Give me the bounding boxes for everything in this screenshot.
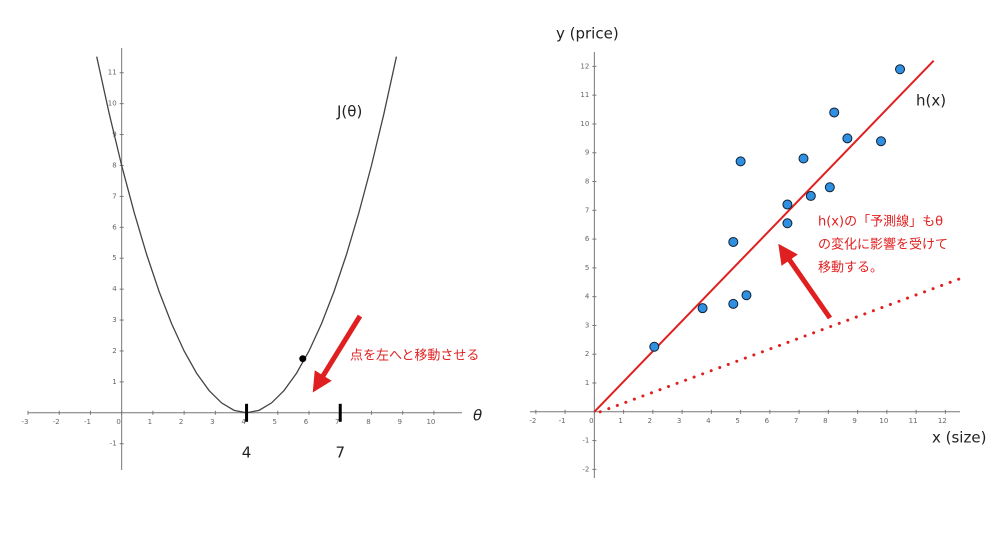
y-tick-label: 8 [585,178,589,186]
y-tick-label: 9 [585,149,589,157]
y-tick-label: 4 [112,285,117,293]
x-tick-label: -3 [22,418,29,426]
x-tick-label: -1 [84,418,91,426]
annotation: 移動する。 [818,261,883,276]
x-tick-label: 7 [794,417,798,425]
x-tick-label: 4 [706,417,711,425]
x-tick-label: 1 [148,418,152,426]
x-tick-label: 6 [765,417,770,425]
x-tick-label: 10 [879,417,888,425]
point [728,236,739,247]
y-tick-label: 5 [112,254,116,262]
x-tick-label: 12 [938,417,947,425]
x-tick-label: 3 [210,418,214,426]
x-tick-label: 9 [852,417,856,425]
point [728,298,739,309]
point [741,290,752,301]
x-tick-label: 8 [823,417,827,425]
arrow [312,314,363,393]
x-tick-label: 8 [366,418,370,426]
y-tick-label: 2 [585,350,589,358]
point [782,199,793,210]
x-tick-label: -2 [53,418,60,426]
x-tick-label: 10 [426,418,435,426]
y-tick-label: 7 [112,192,116,200]
x-axis-label: x (size) [932,429,986,447]
annotation: h(x)の「予測線」もθ [818,214,943,230]
x-tick-label: 1 [618,417,622,425]
y-tick-label: 6 [585,235,590,243]
y-tick-label: 10 [580,120,589,128]
y-tick-label: 10 [108,100,117,108]
y-tick-label: 12 [580,62,589,70]
y-tick-label: -1 [110,440,117,448]
y-tick-label: 5 [585,264,589,272]
point [829,107,840,118]
x-tick-label: 0 [589,417,593,425]
y-tick-label: 7 [585,206,589,214]
y-tick-label: 2 [112,347,116,355]
point [649,341,660,352]
x-tick-label: 9 [397,418,401,426]
annotation: の変化に影響を受けて [818,237,948,253]
x-axis-label: θ [473,407,482,425]
point [697,303,708,314]
x-tick-label: 5 [735,417,739,425]
marker-label: 4 [242,443,252,461]
line-label: h(x) [916,92,946,110]
y-tick-label: -1 [582,437,589,445]
point [895,64,906,75]
y-tick-label: 1 [112,378,116,386]
y-tick-label: 11 [580,91,589,99]
point [876,136,887,147]
line [593,59,935,413]
line [598,275,968,414]
point [299,355,307,363]
x-tick-label: 2 [648,417,652,425]
y-axis-label: y (price) [556,25,619,43]
y-tick-label: 11 [108,69,117,77]
x-tick-label: 6 [304,418,309,426]
point [798,153,809,164]
curve-label: J(θ) [336,103,362,121]
x-tick-label: -2 [529,417,536,425]
y-tick-label: 8 [112,161,116,169]
x-tick-label: 7 [335,418,339,426]
y-tick-label: 4 [585,293,590,301]
marker-label: 7 [335,443,345,461]
y-tick-label: 3 [585,321,589,329]
y-tick-label: 3 [112,316,116,324]
point [824,182,835,193]
x-tick-label: 3 [677,417,681,425]
point [735,156,746,167]
point [805,190,816,201]
x-tick-label: 5 [273,418,277,426]
point [842,133,853,144]
x-tick-label: 0 [116,418,120,426]
x-tick-label: 2 [179,418,183,426]
y-tick-label: 1 [585,379,589,387]
x-tick-label: 4 [241,418,246,426]
arrow [778,243,833,320]
annotation: 点を左へと移動させる [350,349,479,364]
point [782,218,793,229]
x-tick-label: 11 [909,417,918,425]
x-tick-label: -1 [559,417,566,425]
y-tick-label: -2 [582,465,589,473]
y-tick-label: 6 [112,223,117,231]
